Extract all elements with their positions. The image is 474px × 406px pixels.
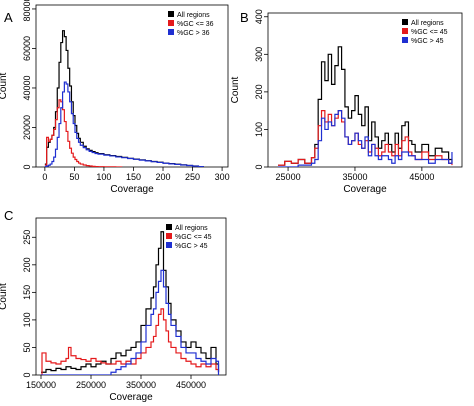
series-line-1 <box>44 30 204 167</box>
legend-label: All regions <box>175 225 208 232</box>
x-tick-label: 200 <box>155 172 170 182</box>
y-axis-label: Count <box>230 76 241 103</box>
x-tick-label: 300 <box>215 172 230 182</box>
series-line-3 <box>41 269 220 375</box>
y-tick-label: 20000 <box>22 115 32 140</box>
series-line-3 <box>44 81 204 167</box>
legend-label: %GC <= 45 <box>411 29 448 36</box>
panel-letter: B <box>240 10 249 25</box>
y-axis-label: Count <box>0 72 9 99</box>
legend-swatch <box>168 11 174 17</box>
legend-swatch <box>166 242 172 248</box>
x-axis-label: Coverage <box>343 184 387 195</box>
x-tick-label: 100 <box>96 172 111 182</box>
legend-swatch <box>402 19 408 25</box>
legend-swatch <box>166 233 172 239</box>
y-tick-label: 100 <box>254 122 264 137</box>
x-tick-label: 45000 <box>409 172 434 182</box>
panel-letter: A <box>4 10 13 25</box>
series-line-2 <box>44 99 123 167</box>
y-tick-label: 40000 <box>22 75 32 100</box>
plot-frame <box>35 4 229 168</box>
x-tick-label: 450000 <box>176 380 206 390</box>
y-tick-label: 0 <box>22 372 32 377</box>
x-tick-label: 0 <box>42 172 47 182</box>
legend-swatch <box>168 29 174 35</box>
x-tick-label: 150 <box>126 172 141 182</box>
x-axis-label: Coverage <box>109 392 153 403</box>
series-line-1 <box>278 46 453 166</box>
y-tick-label: 50 <box>22 342 32 352</box>
legend-swatch <box>168 20 174 26</box>
x-tick-label: 35000 <box>342 172 367 182</box>
plot-frame <box>267 12 463 168</box>
legend-label: %GC > 36 <box>177 30 210 37</box>
chart-panel-b: B 25000 35000 45000 0 100 200 300 400 Coverage Cou… <box>230 9 463 195</box>
legend-label: All regions <box>411 20 444 27</box>
legend-label: %GC > 45 <box>411 38 444 45</box>
x-tick-label: 250 <box>185 172 200 182</box>
y-tick-label: 0 <box>254 164 264 169</box>
y-tick-label: 200 <box>22 257 32 272</box>
y-tick-label: 100 <box>22 312 32 327</box>
y-axis-label: Count <box>0 283 9 310</box>
legend-swatch <box>166 224 172 230</box>
legend-label: %GC <= 36 <box>177 21 214 28</box>
y-tick-label: 300 <box>254 47 264 62</box>
y-tick-label: 400 <box>254 9 264 24</box>
y-tick-label: 80000 <box>22 0 32 21</box>
legend-label: All regions <box>177 12 210 19</box>
chart-panel-c: C 150000 250000 350000 450000 0 50 100 150 200 250… <box>0 208 227 403</box>
legend-label: %GC <= 45 <box>175 234 212 241</box>
series-line-2 <box>41 308 220 375</box>
chart-panel-a: A 0 50 100 150 200 250 300 0 20000 40000 60000 80000… <box>0 0 230 195</box>
legend-swatch <box>402 28 408 34</box>
x-tick-label: 25000 <box>276 172 301 182</box>
y-tick-label: 150 <box>22 285 32 300</box>
y-tick-label: 0 <box>22 164 32 169</box>
legend-label: %GC > 45 <box>175 243 208 250</box>
series-line-3 <box>278 110 453 167</box>
y-tick-label: 200 <box>254 84 264 99</box>
series-line-1 <box>41 231 220 373</box>
x-tick-label: 50 <box>69 172 79 182</box>
y-tick-label: 250 <box>22 230 32 245</box>
x-tick-label: 350000 <box>126 380 156 390</box>
x-tick-label: 250000 <box>76 380 106 390</box>
x-axis-label: Coverage <box>110 184 154 195</box>
y-tick-label: 60000 <box>22 36 32 61</box>
legend-swatch <box>402 37 408 43</box>
x-tick-label: 150000 <box>26 380 56 390</box>
panel-letter: C <box>4 208 13 223</box>
plot-frame <box>35 217 227 376</box>
